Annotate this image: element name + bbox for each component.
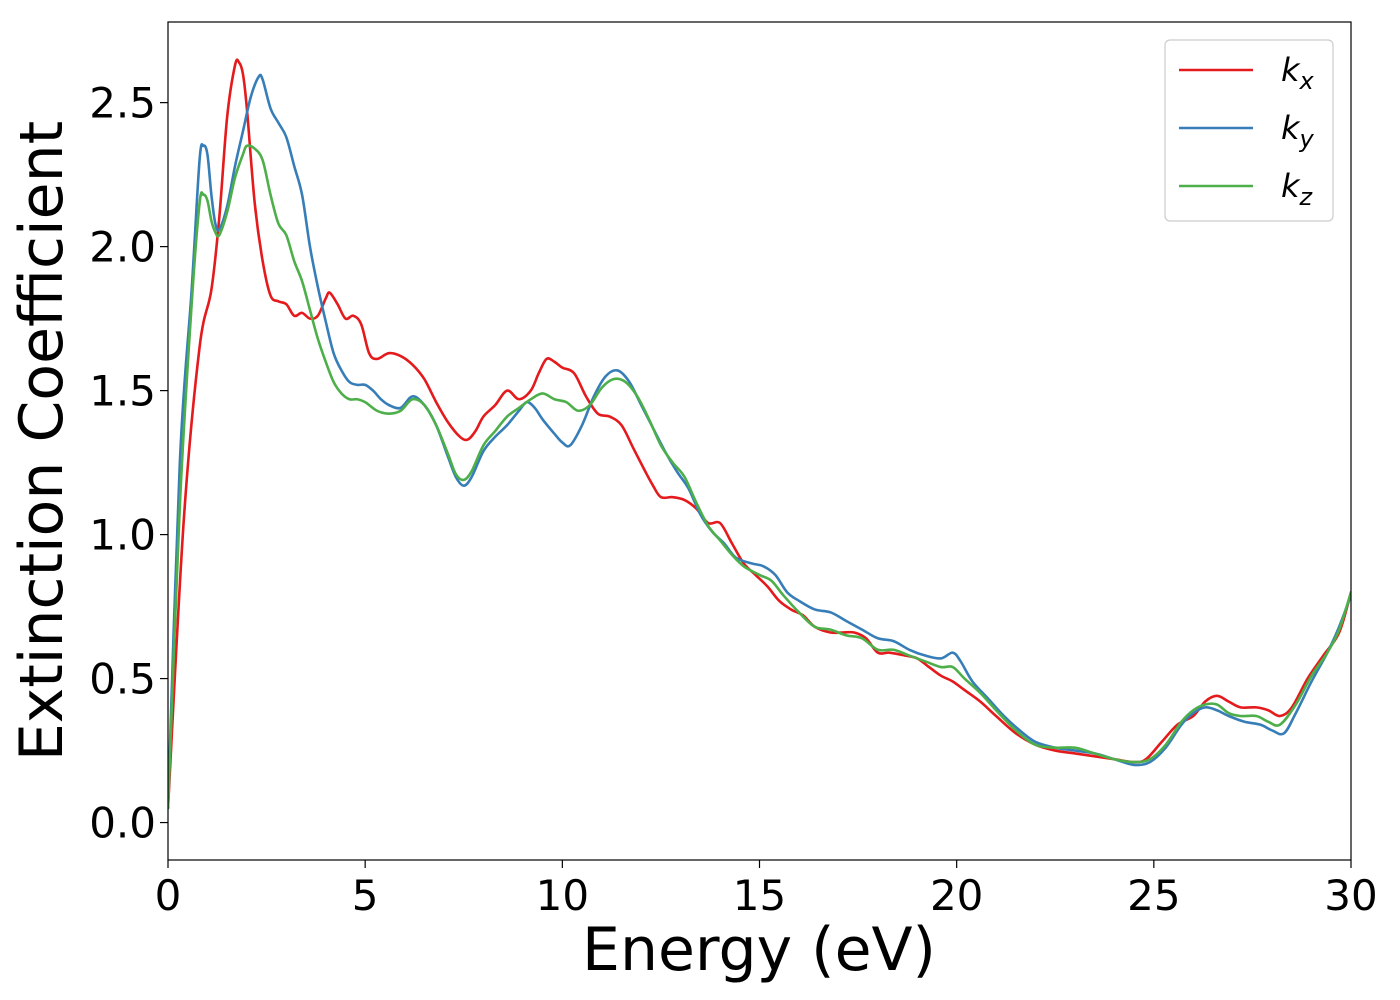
series-line-k-z bbox=[168, 144, 1351, 810]
x-tick-label: 15 bbox=[733, 871, 786, 920]
y-tick-label: 0.5 bbox=[89, 655, 156, 704]
x-tick-label: 10 bbox=[536, 871, 589, 920]
legend-label-k-z: kz bbox=[1281, 167, 1314, 211]
legend-label-main: k bbox=[1281, 51, 1301, 89]
legend-label-sub: x bbox=[1299, 67, 1315, 95]
legend-label-main: k bbox=[1281, 167, 1301, 205]
legend-label-sub: z bbox=[1299, 183, 1314, 211]
y-axis-title: Extinction Coefficient bbox=[7, 121, 77, 761]
series-layer bbox=[168, 58, 1351, 810]
x-axis: 0 5 10 15 20 25 30 bbox=[155, 860, 1378, 920]
legend-label-k-x: kx bbox=[1281, 51, 1315, 95]
x-axis-title: Energy (eV) bbox=[582, 915, 936, 985]
series-line-k-x bbox=[168, 58, 1351, 810]
x-tick-label: 30 bbox=[1324, 871, 1377, 920]
legend-label-sub: y bbox=[1299, 125, 1315, 153]
legend-label-k-y: ky bbox=[1281, 109, 1315, 153]
x-tick-label: 25 bbox=[1127, 871, 1180, 920]
y-tick-label: 2.5 bbox=[89, 79, 156, 128]
x-tick-label: 5 bbox=[352, 871, 379, 920]
y-tick-label: 1.0 bbox=[89, 511, 156, 560]
y-tick-label: 1.5 bbox=[89, 367, 156, 416]
legend-label-main: k bbox=[1281, 109, 1301, 147]
y-axis: 0.0 0.5 1.0 1.5 2.0 2.5 bbox=[89, 79, 168, 848]
x-tick-label: 0 bbox=[155, 871, 182, 920]
legend-box bbox=[1164, 39, 1334, 222]
y-tick-label: 2.0 bbox=[89, 223, 156, 272]
x-tick-label: 20 bbox=[930, 871, 983, 920]
y-tick-label: 0.0 bbox=[89, 799, 156, 848]
